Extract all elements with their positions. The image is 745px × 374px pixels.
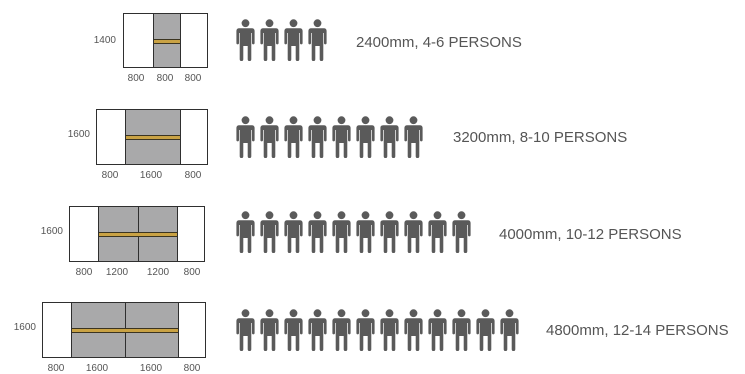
configuration-caption: 3200mm, 8-10 PERSONS [453, 129, 628, 146]
person-icon [404, 309, 423, 351]
table-end-panel [181, 110, 207, 164]
person-icon-group [236, 116, 423, 158]
configuration-caption: 2400mm, 4-6 PERSONS [356, 34, 522, 51]
person-icon-group [236, 309, 519, 351]
person-icon [260, 309, 279, 351]
table-end-panel [181, 14, 207, 67]
person-icon [356, 116, 375, 158]
person-icon [452, 211, 471, 253]
person-icon [284, 309, 303, 351]
person-icon-group [236, 19, 327, 61]
segment-length-label: 800 [47, 363, 65, 374]
table-width-label: 1600 [40, 226, 63, 237]
person-icon [428, 309, 447, 351]
person-icon [356, 211, 375, 253]
table-end-panel [43, 303, 71, 357]
person-icon [308, 116, 327, 158]
segment-length-label: 800 [184, 73, 202, 84]
table-inlay-stripe [99, 232, 177, 237]
person-icon [404, 116, 423, 158]
table-end-panel [97, 110, 125, 164]
segment-length-label: 800 [183, 363, 201, 374]
person-icon [380, 116, 399, 158]
person-icon [404, 211, 423, 253]
table-width-label: 1600 [67, 129, 90, 140]
table-inlay-stripe [154, 39, 180, 44]
table-width-label: 1400 [93, 35, 116, 46]
person-icon [308, 309, 327, 351]
person-icon [452, 309, 471, 351]
segment-length-label: 1600 [85, 363, 109, 374]
person-icon [260, 116, 279, 158]
table-end-panel [178, 207, 204, 261]
person-icon [308, 19, 327, 61]
person-icon [380, 211, 399, 253]
table-end-panel [70, 207, 98, 261]
segment-length-label: 800 [184, 170, 202, 181]
segment-length-label: 1600 [139, 363, 163, 374]
table-plan [96, 109, 208, 165]
table-plan [42, 302, 206, 358]
table-plan [123, 13, 208, 68]
person-icon [284, 116, 303, 158]
segment-length-label: 800 [156, 73, 174, 84]
person-icon [236, 309, 255, 351]
person-icon [236, 211, 255, 253]
segment-length-label: 1600 [139, 170, 163, 181]
table-width-label: 1600 [13, 322, 36, 333]
person-icon [332, 309, 351, 351]
segment-length-label: 800 [101, 170, 119, 181]
person-icon [332, 116, 351, 158]
configuration-caption: 4800mm, 12-14 PERSONS [546, 322, 729, 339]
person-icon [332, 211, 351, 253]
segment-length-label: 1200 [146, 267, 170, 278]
person-icon [356, 309, 375, 351]
person-icon [236, 116, 255, 158]
table-inlay-stripe [72, 328, 178, 333]
person-icon [284, 19, 303, 61]
person-icon [236, 19, 255, 61]
person-icon [284, 211, 303, 253]
table-inlay-stripe [126, 135, 180, 140]
person-icon [428, 211, 447, 253]
person-icon [380, 309, 399, 351]
table-plan [69, 206, 205, 262]
segment-length-label: 800 [75, 267, 93, 278]
person-icon [308, 211, 327, 253]
person-icon [260, 211, 279, 253]
table-end-panel [124, 14, 153, 67]
segment-length-label: 800 [127, 73, 145, 84]
segment-length-label: 800 [183, 267, 201, 278]
configuration-caption: 4000mm, 10-12 PERSONS [499, 226, 682, 243]
person-icon-group [236, 211, 471, 253]
person-icon [500, 309, 519, 351]
person-icon [260, 19, 279, 61]
person-icon [476, 309, 495, 351]
segment-length-label: 1200 [105, 267, 129, 278]
table-end-panel [179, 303, 205, 357]
